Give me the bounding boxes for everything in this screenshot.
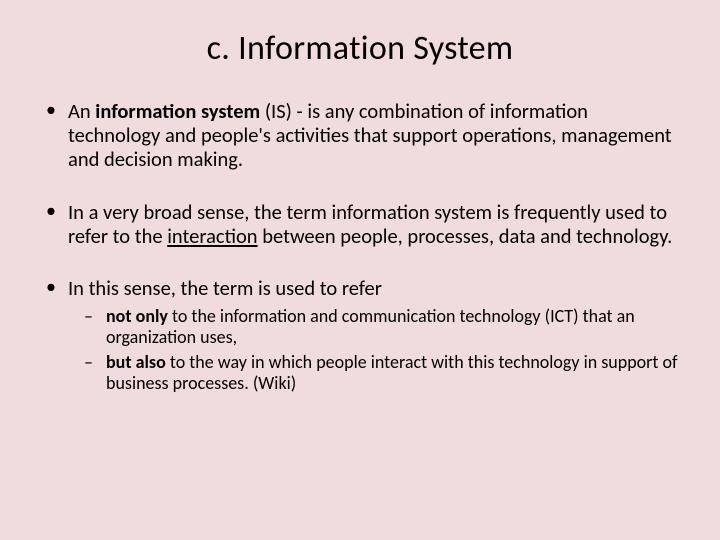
sub-bullet-item: not only to the information and communic…	[82, 306, 678, 348]
text-run: In this sense, the term is used to refer	[68, 275, 382, 301]
bullet-list: An information system (IS) - is any comb…	[42, 99, 678, 394]
text-run: information system	[95, 98, 260, 124]
text-run: to the way in which people interact with…	[106, 351, 678, 394]
text-run: between people, processes, data and tech…	[258, 223, 673, 249]
text-run: but also	[106, 351, 166, 373]
bullet-item: An information system (IS) - is any comb…	[42, 99, 678, 172]
bullet-item: In this sense, the term is used to refer…	[42, 276, 678, 394]
slide: c. Information System An information sys…	[0, 0, 720, 540]
bullet-item: In a very broad sense, the term informat…	[42, 200, 678, 248]
text-run: An	[68, 98, 95, 124]
text-run: interaction	[167, 223, 257, 249]
slide-title: c. Information System	[42, 28, 678, 69]
sub-bullet-item: but also to the way in which people inte…	[82, 352, 678, 394]
sub-bullet-list: not only to the information and communic…	[68, 306, 678, 394]
text-run: not only	[106, 305, 168, 327]
text-run: to the information and communication tec…	[106, 305, 635, 348]
